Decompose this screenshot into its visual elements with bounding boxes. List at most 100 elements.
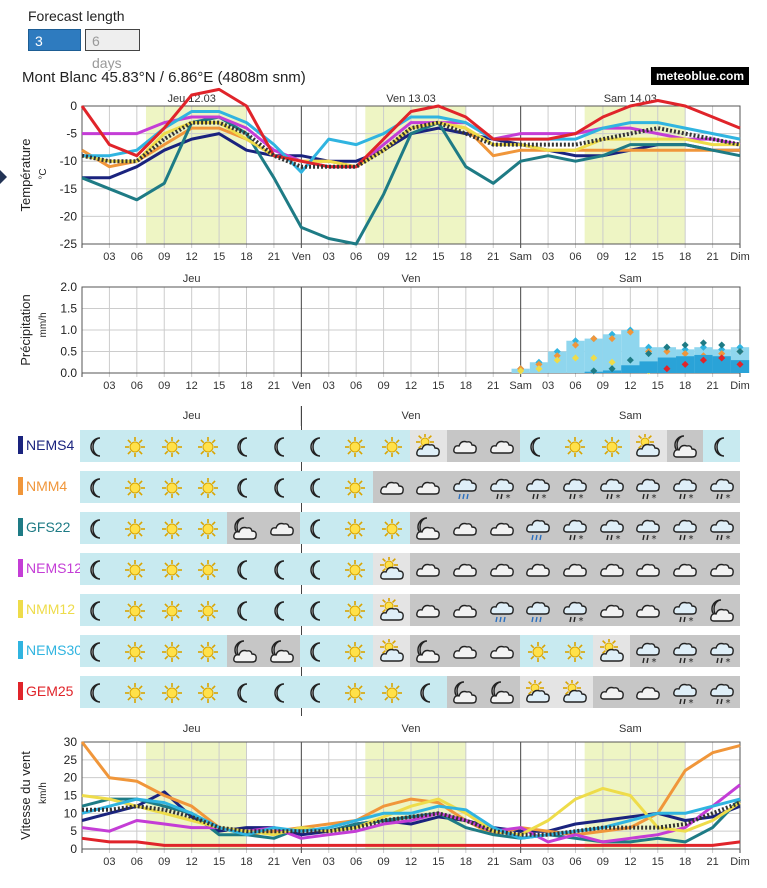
x-tick-label: 15: [652, 380, 664, 392]
moon-icon: [85, 434, 111, 460]
moon-icon: [85, 680, 111, 706]
precip-point-GEM25: [663, 365, 671, 373]
symbol-cell-bg: [300, 594, 338, 626]
symbol-cell-bg: [80, 676, 118, 708]
y-tick-label: -25: [60, 237, 78, 251]
rain-icon: [525, 516, 551, 542]
sun-icon: [195, 639, 221, 665]
y-tick-label: 10: [64, 806, 78, 820]
sun-icon: [159, 516, 185, 542]
x-tick-label: 03: [542, 380, 554, 392]
precip-point-GFS22: [699, 339, 707, 347]
y-axis-title: Précipitation: [18, 294, 33, 366]
y-tick-label: 15: [64, 789, 78, 803]
precip-point-NEMS30: [681, 345, 689, 353]
sun-icon: [159, 680, 185, 706]
symbol-day-labels: Jeu Ven Sam: [183, 406, 642, 426]
x-tick-label: Ven: [292, 380, 311, 392]
x-tick-label: 03: [323, 856, 335, 868]
y-axis-unit: mm/h: [38, 313, 49, 338]
x-tick-label: 21: [268, 251, 280, 263]
symbol-row-NMM4: * * * * * * *: [80, 469, 741, 505]
sun-icon: [562, 434, 588, 460]
sun-icon: [159, 557, 185, 583]
symbol-cell-bg: [300, 676, 338, 708]
y-axis-unit: °C: [38, 168, 49, 179]
x-tick-label: 18: [460, 251, 472, 263]
snow-icon: *: [635, 475, 661, 504]
precip-point-GFS22: [645, 350, 653, 358]
mooncloud-icon: [709, 598, 735, 624]
model-label-NEMS12: NEMS12: [18, 559, 88, 577]
sun-icon: [195, 475, 221, 501]
x-tick-label: Ven: [292, 856, 311, 868]
brand-logo[interactable]: meteoblue.com: [651, 67, 750, 85]
snow-icon: *: [599, 516, 625, 545]
moon-icon: [269, 434, 295, 460]
cloud-icon: [452, 639, 478, 665]
svg-text:*: *: [689, 616, 694, 624]
precip-bar-NEMS30: [621, 330, 640, 373]
cloud-icon: [452, 516, 478, 542]
symbol-cell-bg: [520, 430, 558, 462]
x-tick-label: 21: [487, 380, 499, 392]
moon-icon: [305, 516, 331, 542]
x-tick-label: 15: [213, 251, 225, 263]
y-tick-label: 30: [64, 735, 78, 749]
moon-icon: [269, 475, 295, 501]
mooncloud-icon: [452, 680, 478, 706]
snow-icon: *: [525, 475, 551, 504]
x-tick-label: 06: [569, 856, 581, 868]
cloud-icon: [562, 557, 588, 583]
x-tick-label: Dim: [730, 251, 750, 263]
sun-icon: [342, 475, 368, 501]
x-tick-label: 12: [624, 251, 636, 263]
sun-icon: [562, 639, 588, 665]
x-tick-label: 12: [405, 251, 417, 263]
suncloud-icon: [379, 638, 405, 665]
sun-icon: [122, 639, 148, 665]
cloud-icon: [489, 434, 515, 460]
mooncloud-icon: [672, 434, 698, 460]
mooncloud-icon: [232, 516, 258, 542]
x-tick-label: 06: [131, 856, 143, 868]
cloud-icon: [452, 557, 478, 583]
forecast-length-label: Forecast length: [28, 8, 125, 24]
moon-icon: [85, 639, 111, 665]
precip-point-NEMS30: [699, 343, 707, 351]
svg-text:*: *: [652, 534, 657, 542]
moon-icon: [269, 598, 295, 624]
x-tick-label: 21: [706, 251, 718, 263]
cloud-icon: [452, 434, 478, 460]
x-tick-label: 09: [377, 856, 389, 868]
three-days-button[interactable]: 3 days: [28, 29, 81, 71]
x-tick-label: 06: [569, 380, 581, 392]
rain-icon: [452, 475, 478, 501]
six-days-button[interactable]: 6 days: [85, 29, 140, 71]
wind-chart: 0 5 10 15 20 25 30 03 06 09 12 15 18 21 Ven 03 06 09 12 15 1…: [18, 723, 750, 868]
cloud-icon: [599, 557, 625, 583]
x-tick-label: 18: [240, 856, 252, 868]
x-tick-label: 15: [432, 251, 444, 263]
model-label-GFS22: GFS22: [18, 518, 88, 536]
sun-icon: [195, 598, 221, 624]
symbol-cell-bg: [226, 553, 264, 585]
y-tick-label: 1.5: [60, 302, 77, 316]
precip-point-NEMS30: [718, 345, 726, 353]
x-tick-label: 09: [377, 380, 389, 392]
precip-bar-NEMS30: [602, 334, 622, 373]
symbol-cell-bg: [226, 471, 264, 503]
x-tick-label: Sam: [509, 380, 532, 392]
sun-icon: [379, 680, 405, 706]
x-tick-label: Dim: [730, 856, 750, 868]
moon-icon: [305, 475, 331, 501]
svg-text:*: *: [579, 616, 584, 624]
symbol-row-NMM12: * *: [80, 592, 741, 628]
cloud-icon: [525, 557, 551, 583]
moon-icon: [525, 434, 551, 460]
x-tick-label: 06: [131, 380, 143, 392]
precip-point-GEM25: [736, 360, 744, 368]
y-tick-label: 25: [64, 753, 78, 767]
symbol-cell-bg: [226, 594, 264, 626]
mooncloud-icon: [415, 639, 441, 665]
